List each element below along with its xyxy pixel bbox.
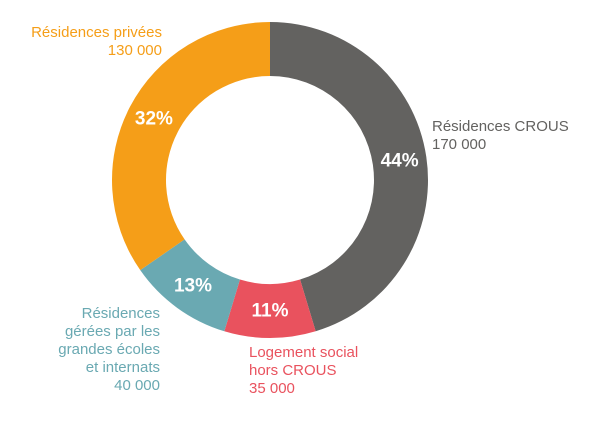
slice-label-logement-social-line-2: hors CROUS: [249, 362, 337, 379]
slice-label-logement-social: Logement social hors CROUS 35 000: [249, 344, 358, 398]
donut-slice-grandes-ecoles: [140, 239, 240, 332]
slice-percent-grandes-ecoles: 13%: [173, 275, 213, 297]
slice-label-crous-value: 170 000: [432, 136, 487, 153]
donut-slice-privees: [112, 22, 270, 271]
slice-label-grandes-ecoles-line-3: grandes écoles: [58, 341, 160, 358]
slice-label-logement-social-line-1: Logement social: [249, 344, 359, 361]
slice-label-crous: Résidences CROUS 170 000: [432, 118, 569, 154]
donut-slices: [112, 22, 428, 338]
slice-percent-privees: 32%: [134, 108, 173, 130]
slice-label-grandes-ecoles-line-1: Résidences: [81, 305, 160, 322]
slice-label-grandes-ecoles-line-2: gérées par les: [64, 323, 160, 340]
slice-percent-logement-social: 11%: [251, 300, 289, 322]
slice-label-privees-name: Résidences privées: [31, 24, 162, 41]
slice-label-grandes-ecoles-line-4: et internats: [85, 359, 160, 376]
slice-label-crous-name: Résidences CROUS: [432, 118, 569, 135]
slice-percent-crous: 44%: [380, 150, 419, 172]
slice-label-logement-social-value: 35 000: [249, 380, 295, 397]
slice-label-grandes-ecoles-value: 40 000: [114, 377, 160, 394]
donut-slice-crous: [270, 22, 428, 332]
donut-slice-logement-social: [224, 279, 316, 338]
slice-label-privees: Résidences privées 130 000: [31, 24, 162, 60]
slice-label-privees-value: 130 000: [107, 42, 162, 59]
slice-label-grandes-ecoles: Résidences gérées par les grandes écoles…: [58, 305, 160, 395]
